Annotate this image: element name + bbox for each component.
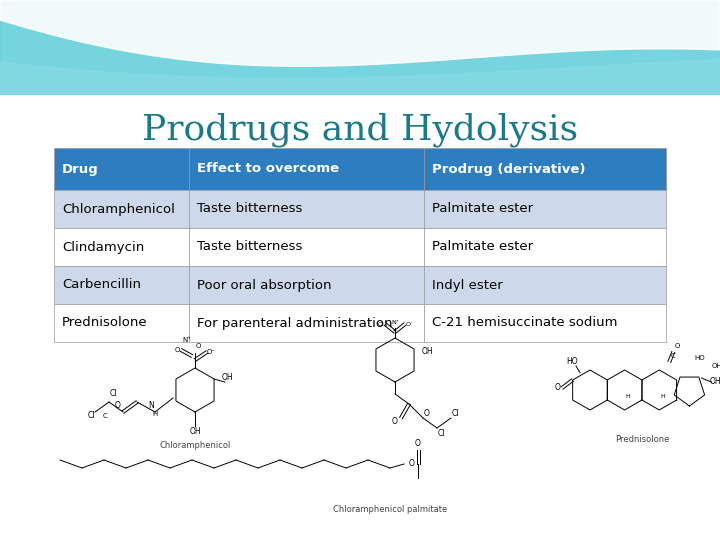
- Bar: [424, 190, 666, 228]
- Text: OH: OH: [710, 377, 720, 387]
- Bar: [54, 304, 189, 342]
- Text: Palmitate ester: Palmitate ester: [432, 240, 534, 253]
- Text: OH: OH: [712, 363, 720, 369]
- Text: Prodrug (derivative): Prodrug (derivative): [432, 163, 586, 176]
- Text: C-21 hemisuccinate sodium: C-21 hemisuccinate sodium: [432, 316, 618, 329]
- Text: O⁻: O⁻: [406, 321, 414, 327]
- Text: O: O: [195, 343, 201, 349]
- Bar: [54, 228, 189, 266]
- Text: O: O: [409, 460, 415, 469]
- Text: Clindamycin: Clindamycin: [62, 240, 144, 253]
- Bar: [189, 304, 424, 342]
- Text: O: O: [675, 343, 680, 349]
- Bar: [54, 266, 189, 304]
- Text: Cl: Cl: [109, 389, 117, 399]
- Text: H: H: [625, 394, 630, 399]
- Polygon shape: [0, 59, 720, 150]
- Text: N: N: [148, 402, 154, 410]
- Text: Prednisolone: Prednisolone: [615, 435, 669, 444]
- Bar: [424, 228, 666, 266]
- Text: For parenteral administration: For parenteral administration: [197, 316, 392, 329]
- Text: Taste bitterness: Taste bitterness: [197, 202, 302, 215]
- Bar: [189, 190, 424, 228]
- Bar: [54, 190, 189, 228]
- Bar: [189, 266, 424, 304]
- Text: Cl: Cl: [87, 411, 95, 421]
- Bar: [189, 228, 424, 266]
- Text: Chloramphenicol palmitate: Chloramphenicol palmitate: [333, 505, 447, 515]
- Bar: [54, 148, 189, 190]
- Text: Indyl ester: Indyl ester: [432, 279, 503, 292]
- Text: OH: OH: [421, 348, 433, 356]
- Text: HO: HO: [694, 355, 705, 361]
- Text: Prednisolone: Prednisolone: [62, 316, 148, 329]
- Text: Chloramphenicol: Chloramphenicol: [62, 202, 175, 215]
- Text: H: H: [153, 411, 158, 417]
- Text: Effect to overcome: Effect to overcome: [197, 163, 339, 176]
- Text: O: O: [174, 347, 180, 353]
- Text: OH: OH: [189, 428, 201, 436]
- Text: Chloramphenicol: Chloramphenicol: [159, 441, 230, 449]
- Bar: [424, 148, 666, 190]
- Polygon shape: [0, 0, 720, 66]
- Text: HO: HO: [566, 357, 578, 367]
- Text: OH: OH: [221, 374, 233, 382]
- Text: Cl: Cl: [437, 429, 445, 438]
- Polygon shape: [0, 0, 720, 110]
- Bar: [424, 266, 666, 304]
- Text: O: O: [377, 321, 382, 327]
- Text: Poor oral absorption: Poor oral absorption: [197, 279, 331, 292]
- Text: C: C: [103, 413, 107, 419]
- Text: Taste bitterness: Taste bitterness: [197, 240, 302, 253]
- Text: H: H: [660, 394, 665, 399]
- Text: C: C: [671, 353, 675, 359]
- Text: Palmitate ester: Palmitate ester: [432, 202, 534, 215]
- Text: Drug: Drug: [62, 163, 99, 176]
- Text: O: O: [555, 383, 561, 393]
- Text: N⁺: N⁺: [391, 320, 399, 325]
- Bar: [189, 148, 424, 190]
- Text: O: O: [392, 417, 398, 427]
- Text: O: O: [415, 440, 421, 449]
- Bar: [0, 95, 720, 540]
- Text: O⁻: O⁻: [207, 349, 215, 355]
- Text: Prodrugs and Hydolysis: Prodrugs and Hydolysis: [142, 113, 578, 147]
- Text: N⁺: N⁺: [182, 337, 192, 343]
- Text: O: O: [424, 409, 430, 418]
- Text: Cl: Cl: [451, 409, 459, 418]
- Text: Carbencillin: Carbencillin: [62, 279, 141, 292]
- Bar: [424, 304, 666, 342]
- Text: O: O: [115, 402, 121, 410]
